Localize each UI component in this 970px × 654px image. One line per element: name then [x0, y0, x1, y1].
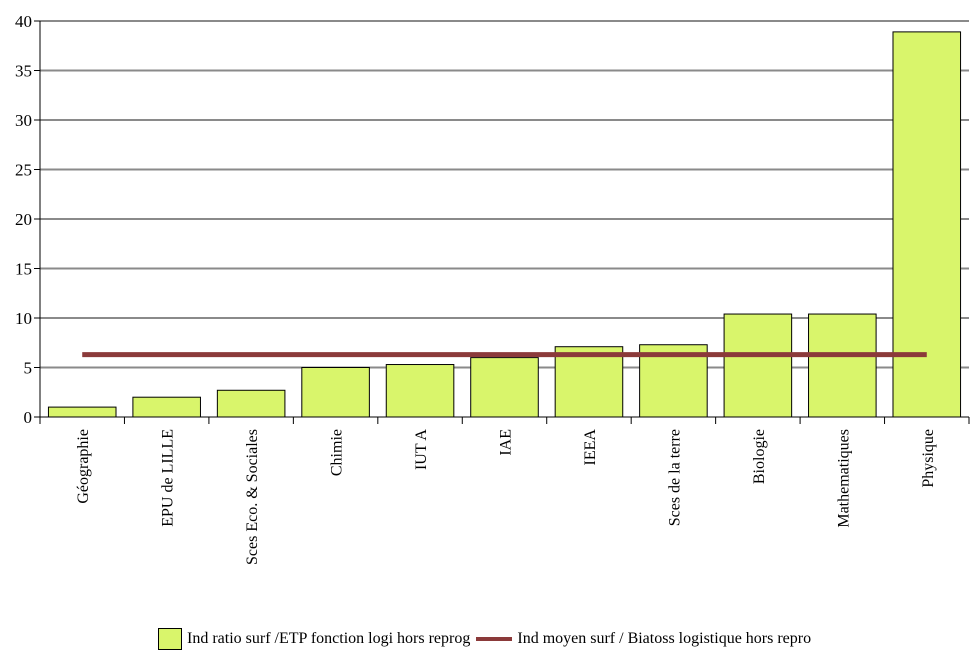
y-tick-label: 25 [15, 161, 32, 180]
y-tick-label: 20 [15, 210, 32, 229]
x-category-label: Géographie [75, 429, 92, 504]
y-tick-label: 35 [15, 62, 32, 81]
y-tick-label: 5 [24, 359, 33, 378]
x-axis-labels: Géographie EPU de LILLE Sces Eco. & Social… [75, 429, 937, 565]
bar [385, 364, 455, 418]
legend-line-swatch [476, 637, 513, 641]
legend-bar-label: Ind ratio surf /ETP fonction logi hors r… [187, 630, 471, 647]
legend-item-bar: Ind ratio surf /ETP fonction logi hors r… [158, 628, 470, 650]
legend-line-label: Ind moyen surf / Biatoss logistique hors… [517, 630, 812, 647]
legend-item-line: Ind moyen surf / Biatoss logistique hors… [470, 630, 811, 648]
y-tick-label: 40 [15, 12, 32, 31]
gridlines [40, 20, 969, 369]
x-category-label: IUT A [413, 429, 430, 470]
bar [132, 396, 201, 418]
x-category-label: IAE [498, 429, 515, 456]
bar [723, 313, 793, 418]
x-category-label: Physique [920, 429, 937, 488]
bar [301, 367, 370, 418]
bar [808, 313, 877, 418]
bar [216, 389, 286, 418]
x-category-label: IEEA [582, 429, 599, 466]
x-category-label: Biologie [751, 429, 768, 484]
legend-bar-swatch [158, 628, 182, 650]
y-tick-label: 0 [24, 408, 33, 427]
bar [470, 357, 539, 418]
y-tick-label: 15 [15, 260, 32, 279]
bar [47, 406, 117, 418]
x-category-label: Sces Eco. & Sociales [244, 429, 261, 565]
y-tick-label: 30 [15, 111, 32, 130]
y-tick-label: 10 [15, 309, 32, 328]
x-category-label: EPU de LILLE [160, 429, 177, 527]
bar [892, 31, 962, 418]
x-category-label: Mathematiques [835, 429, 852, 528]
legend: Ind ratio surf /ETP fonction logi hors r… [158, 627, 811, 651]
x-category-label: Chimie [329, 429, 346, 476]
y-axis-ticks: 0 5 10 15 20 25 30 35 40 [15, 12, 40, 427]
bar [554, 346, 624, 418]
bars [47, 31, 962, 418]
x-category-label: Sces de la terre [666, 429, 683, 526]
